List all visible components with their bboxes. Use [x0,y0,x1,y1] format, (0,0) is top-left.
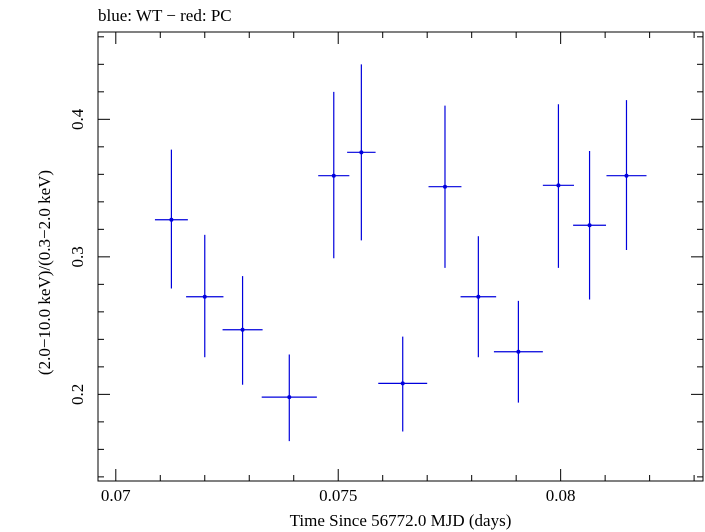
y-tick-label: 0.2 [68,384,87,405]
x-tick-label: 0.08 [546,486,576,505]
data-marker [556,183,561,188]
data-marker [587,223,592,228]
data-marker [442,184,447,189]
plot-frame [97,31,704,482]
data-point [186,234,224,358]
x-tick-label: 0.07 [101,486,131,505]
data-point [347,64,376,241]
x-axis-label: Time Since 56772.0 MJD (days) [290,511,512,530]
data-marker [287,395,292,400]
data-point [542,104,574,268]
data-point [261,354,317,442]
data-marker [240,327,245,332]
data-marker [169,217,174,222]
data-point [318,91,350,259]
data-marker [202,294,207,299]
chart-title: blue: WT − red: PC [98,6,232,25]
y-tick-label: 0.4 [68,108,87,130]
data-marker [400,381,405,386]
axis-ticks [98,32,703,481]
data-point [573,150,607,300]
x-tick-label: 0.075 [319,486,357,505]
data-points [154,64,647,442]
data-point [378,336,428,432]
data-marker [624,173,629,178]
data-point [606,100,647,250]
data-point [428,105,462,268]
data-point [222,276,263,385]
data-point [154,149,188,289]
axis-tick-labels: 0.07 0.075 0.08 0.2 0.3 0.4 [68,108,576,505]
data-marker [331,173,336,178]
y-tick-label: 0.3 [68,246,87,267]
data-point [493,300,543,403]
y-axis-label: (2.0−10.0 keV)/(0.3−2.0 keV) [35,170,54,375]
data-marker [476,294,481,299]
data-marker [359,150,364,155]
data-point [460,236,497,358]
data-marker [516,349,521,354]
